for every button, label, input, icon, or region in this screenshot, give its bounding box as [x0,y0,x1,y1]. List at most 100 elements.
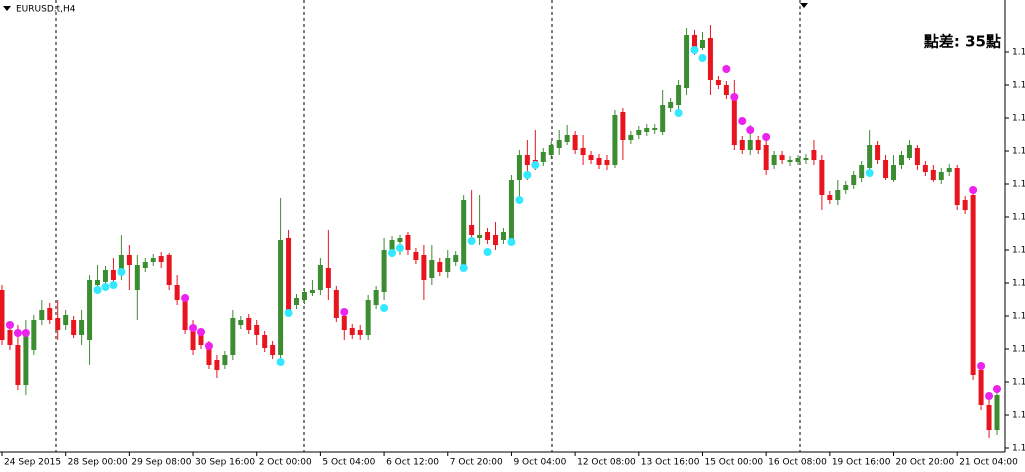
candle-body [126,255,132,265]
candle-body [994,395,1000,430]
candle-body [747,140,753,150]
y-tick-label: 1.1 [1012,180,1025,190]
candle-body [731,95,737,145]
x-tick-label: 19 Oct 16:00 [832,458,891,468]
candle-body [214,360,220,370]
x-tick-label: 7 Oct 20:00 [450,458,503,468]
candle-body [158,256,164,262]
y-tick-label: 1.1 [1012,246,1025,256]
signal-dot [483,248,492,256]
candle-body [922,165,928,172]
candle-body [572,135,578,150]
x-tick-label: 5 Oct 04:00 [322,458,375,468]
y-tick-label: 1.1 [1012,114,1025,124]
candle-body [803,158,809,160]
x-tick-label: 29 Sep 08:00 [131,458,191,468]
candle-body [166,255,172,285]
y-tick-label: 1.1 [1012,147,1025,157]
candle-body [142,262,148,268]
candle-body [787,160,793,162]
shift-marker[interactable] [800,3,808,8]
candle-body [644,128,650,132]
candle-body [397,238,403,242]
candle-body [278,240,284,355]
candle-body [604,160,610,165]
candle-body [906,145,912,158]
candle-body [612,115,618,165]
y-tick-label: 1.1 [1012,81,1025,91]
candle-body [206,345,212,365]
signal-dot [380,304,389,312]
signal-dot [93,286,102,294]
candle-body [254,325,260,335]
candle-body [652,128,658,130]
candle-body [946,168,952,172]
candle-body [389,240,395,252]
candle-body [954,168,960,205]
candle-body [699,40,705,48]
candle-body [827,195,833,200]
candle-body [795,158,801,162]
candle-body [198,335,204,345]
candle-body [524,155,530,165]
signal-dot [722,65,731,73]
signal-dot [690,46,699,54]
candle-body [309,290,315,293]
signal-dot [467,237,476,245]
signal-dot [189,324,198,332]
candle-body [95,280,101,285]
candle-body [230,318,236,355]
candle-body [71,320,77,335]
candle-body [174,285,180,300]
candle-body [301,292,307,300]
candle-body [811,150,817,160]
signal-dot [507,238,516,246]
signal-dot [101,283,110,291]
y-tick-label: 1.1 [1012,312,1025,322]
candle-body [190,330,196,350]
candle-body [55,318,61,330]
candle-body [87,280,93,340]
x-tick-label: 15 Oct 00:00 [704,458,763,468]
candle-body [357,330,363,335]
signal-dot [746,126,755,134]
signal-dot [698,54,707,62]
candle-body [962,200,968,210]
candle-body [150,258,156,262]
signal-dot [396,244,404,252]
candle-body [668,102,674,108]
candle-body [684,35,690,88]
candle-body [548,145,554,155]
signal-dot [674,109,683,117]
candle-body [867,145,873,168]
candle-body [986,405,992,430]
x-tick-label: 24 Sep 2015 [4,458,61,468]
signal-dot [197,328,205,336]
candle-body [102,270,108,282]
candle-body [421,255,427,280]
candle-body [755,140,761,150]
candle-body [771,155,777,165]
x-tick-label: 30 Sep 16:00 [195,458,255,468]
signal-dot [738,117,747,125]
candle-body [883,160,889,178]
y-tick-label: 1.1 [1012,48,1025,58]
candle-body [39,310,45,320]
signal-dot [388,249,397,257]
candle-body [580,148,586,155]
candle-body [47,308,53,320]
candle-body [349,328,355,335]
candle-body [365,300,371,335]
x-tick-label: 16 Oct 08:00 [768,458,827,468]
candle-body [692,35,698,50]
signal-dot [993,385,1001,393]
candle-body [262,335,268,348]
menu-triangle[interactable] [3,6,11,11]
signal-dot [459,264,468,272]
candle-body [660,105,666,132]
candle-body [875,145,881,160]
y-tick-label: 1.1 [1012,411,1025,421]
signal-dot [21,329,30,337]
candle-body [588,155,594,160]
